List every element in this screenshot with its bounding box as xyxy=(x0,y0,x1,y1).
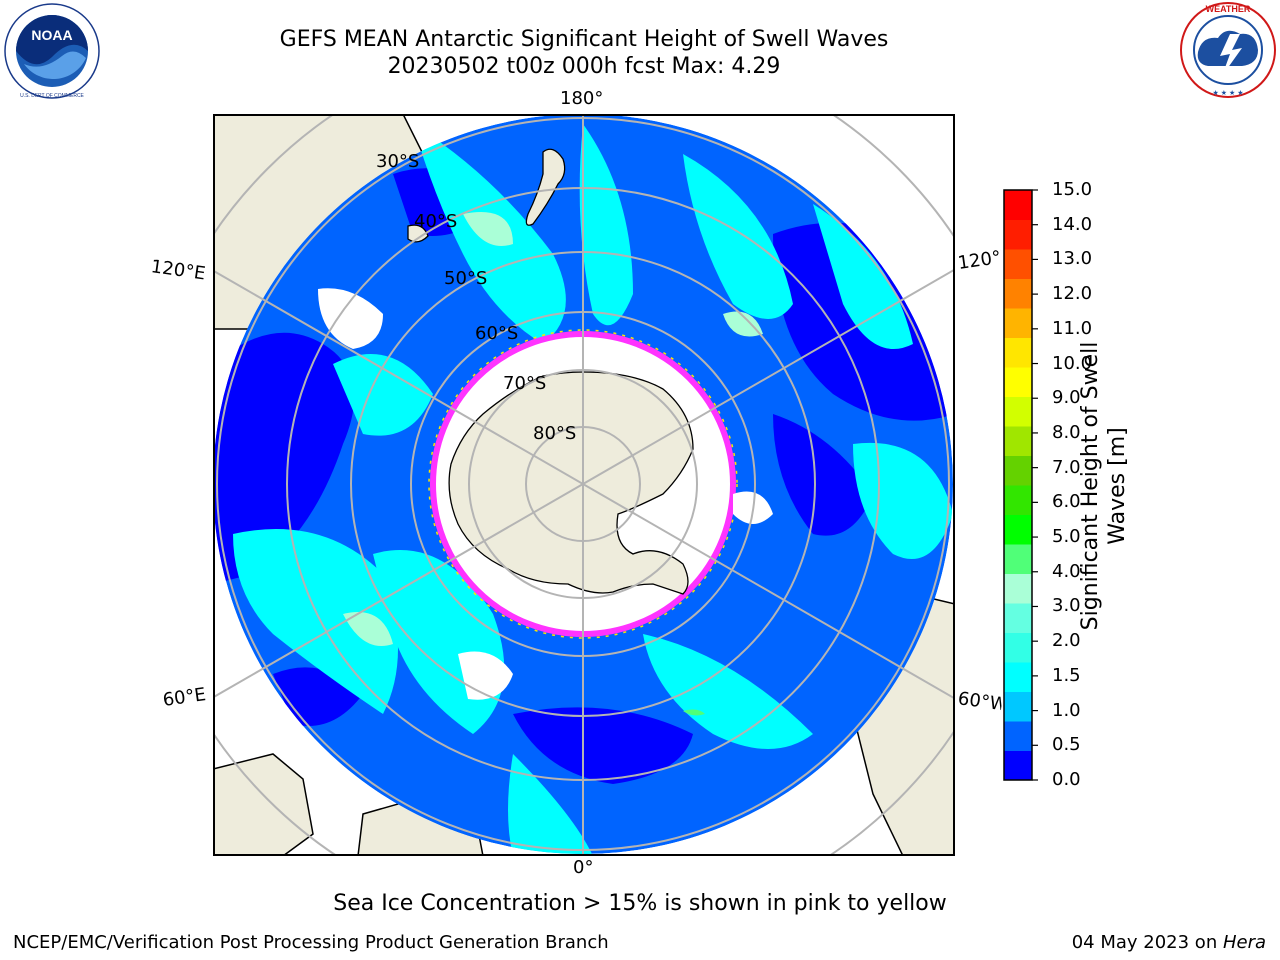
colorbar-segment xyxy=(1004,514,1032,545)
colorbar-segment xyxy=(1004,603,1032,633)
colorbar-tick-label: 15.0 xyxy=(1052,179,1093,200)
footer-credit: NCEP/EMC/Verification Post Processing Pr… xyxy=(13,932,609,953)
colorbar-tick-label: 1.5 xyxy=(1052,664,1081,686)
lon-label-120e: 120°E xyxy=(149,256,207,285)
svg-text:★ ★ ★ ★: ★ ★ ★ ★ xyxy=(1213,89,1244,97)
colorbar-frame xyxy=(1003,189,1033,781)
colorbar-tick-label: 3.0 xyxy=(1052,595,1081,617)
lon-label-180: 180° xyxy=(560,88,604,109)
colorbar-segment xyxy=(1004,573,1032,604)
colorbar-segment xyxy=(1004,396,1032,427)
colorbar-label-line2: Waves [m] xyxy=(1105,427,1130,545)
sea-ice-caption: Sea Ice Concentration > 15% is shown in … xyxy=(333,891,947,916)
colorbar-segment xyxy=(1004,544,1032,574)
svg-text:WEATHER: WEATHER xyxy=(1206,4,1251,14)
colorbar-segment xyxy=(1004,721,1032,751)
colorbar-tick-label: 6.0 xyxy=(1052,491,1081,513)
chart-subtitle: 20230502 t00z 000h fcst Max: 4.29 xyxy=(387,54,781,79)
colorbar-tick-label: 14.0 xyxy=(1052,213,1093,235)
footer-date-text: 04 May 2023 on xyxy=(1071,932,1223,953)
noaa-logo: NOAA U.S. DEPT OF COMMERCE xyxy=(4,3,100,99)
africa-land xyxy=(213,753,314,856)
colorbar-tick-label: 5.0 xyxy=(1052,526,1081,548)
svg-text:NOAA: NOAA xyxy=(31,27,72,43)
lon-label-120w-text: 120°W xyxy=(956,247,1003,274)
colorbar-segment xyxy=(1004,308,1032,338)
colorbar-segment xyxy=(1004,750,1032,781)
svg-text:U.S. DEPT OF COMMERCE: U.S. DEPT OF COMMERCE xyxy=(20,93,84,99)
colorbar-segment xyxy=(1004,691,1032,722)
colorbar-tick-label: 0.0 xyxy=(1052,769,1081,790)
footer-date: 04 May 2023 on Hera xyxy=(1072,932,1266,953)
colorbar-segment xyxy=(1004,190,1032,220)
nws-logo: WEATHER ★ ★ ★ ★ xyxy=(1180,2,1276,98)
colorbar-segment xyxy=(1004,662,1032,692)
colorbar-segment xyxy=(1004,455,1032,486)
lat-label-50s: 50°S xyxy=(444,268,488,289)
polar-map xyxy=(213,114,955,856)
colorbar-tick-label: 10.0 xyxy=(1052,352,1093,374)
lat-label-30s: 30°S xyxy=(376,151,420,172)
lon-label-60w: 60°W xyxy=(957,689,1003,715)
colorbar-segment xyxy=(1004,249,1032,279)
tasmania-land xyxy=(407,224,429,243)
colorbar-tick-label: 8.0 xyxy=(1052,421,1081,443)
new-zealand-land xyxy=(525,148,566,226)
colorbar-segment xyxy=(1004,426,1032,456)
colorbar-tick-label: 9.0 xyxy=(1052,387,1081,409)
colorbar-label-line1: Significant Height of Swell xyxy=(1078,341,1103,631)
colorbar-tick-label: 7.0 xyxy=(1052,456,1081,478)
lon-label-60w-text: 60°W xyxy=(956,689,1003,716)
lon-label-120w: 120°W xyxy=(957,248,1003,274)
lon-label-0: 0° xyxy=(573,857,594,878)
antarctica-land xyxy=(448,371,694,595)
colorbar-segment xyxy=(1004,278,1032,309)
colorbar-tick-label: 1.0 xyxy=(1052,699,1081,721)
lat-label-80s: 80°S xyxy=(533,423,577,444)
colorbar xyxy=(1003,189,1038,781)
colorbar-segment xyxy=(1004,632,1032,663)
colorbar-tick-label: 4.0 xyxy=(1052,560,1081,582)
colorbar-tick-label: 12.0 xyxy=(1052,283,1093,305)
colorbar-tick-label: 0.5 xyxy=(1052,734,1081,756)
colorbar-segment xyxy=(1004,485,1032,515)
colorbar-segment xyxy=(1004,337,1032,368)
lat-label-70s: 70°S xyxy=(503,373,547,394)
colorbar-segment xyxy=(1004,219,1032,250)
footer-machine: Hera xyxy=(1222,932,1266,953)
graticule xyxy=(213,114,955,856)
lat-label-40s: 40°S xyxy=(414,211,458,232)
colorbar-tick-label: 11.0 xyxy=(1052,317,1093,339)
colorbar-tick-label: 13.0 xyxy=(1052,248,1093,270)
colorbar-segment xyxy=(1004,367,1032,397)
chart-title: GEFS MEAN Antarctic Significant Height o… xyxy=(279,27,889,52)
colorbar-tick-label: 2.0 xyxy=(1052,630,1081,652)
lat-label-60s: 60°S xyxy=(475,323,519,344)
lon-label-60e: 60°E xyxy=(161,684,208,711)
